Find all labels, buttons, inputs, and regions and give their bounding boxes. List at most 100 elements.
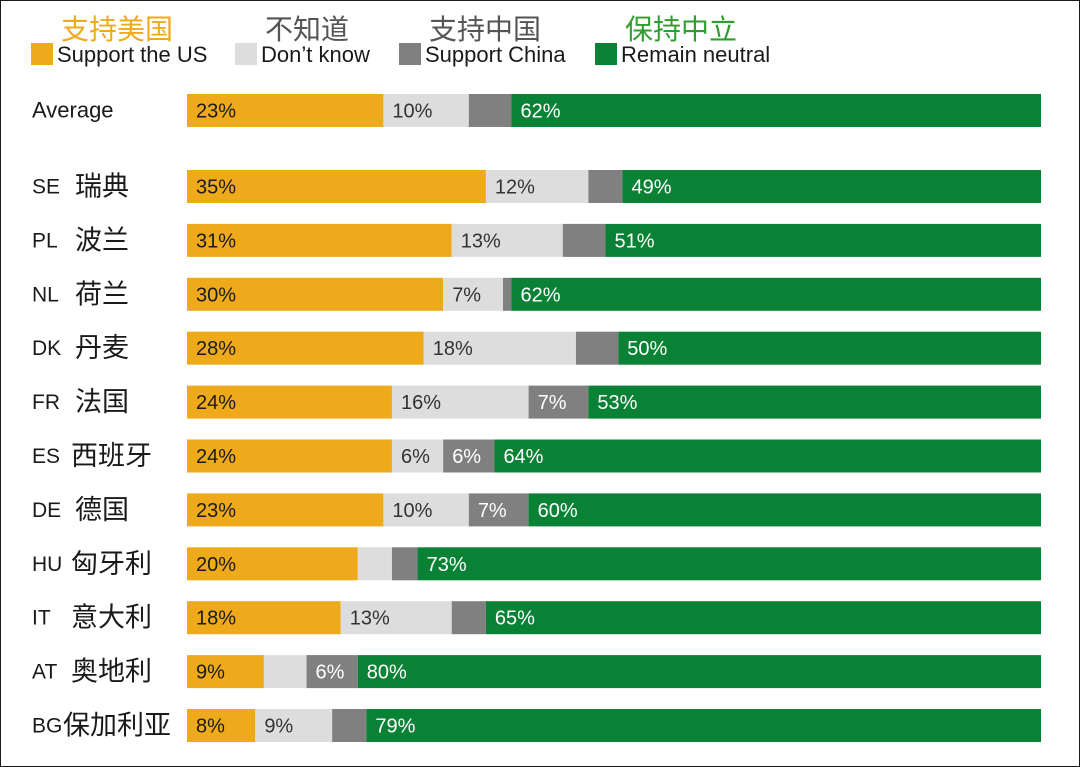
data-label-neutral: 80% [367,662,407,684]
row-country-label: 意大利 [71,603,152,634]
bar-segment-us [187,547,358,581]
row-code-label: DK [32,337,61,360]
data-label-us: 28% [196,338,236,360]
data-label-neutral: 53% [597,392,637,414]
bar-row-pl: PL 波兰 31% 13% 51% [32,223,1041,257]
bar-row-fr: FR 法国 24% 16% 7% 53% [32,385,1041,419]
row-code-label: SE [32,176,60,199]
legend-en-label: Support the US [57,42,207,67]
bar-segment-dk [255,709,333,742]
row-country-label: 奥地利 [71,657,152,688]
row-code-label: HU [32,553,62,576]
bar-segment-neutral [588,385,1041,419]
bar-segment-neutral [605,223,1041,257]
bar-rows: Average 23% 10% 62% SE 瑞典 35% 12% 49% PL 波兰 31% 13% 5… [32,94,1042,742]
data-label-dk: 18% [433,338,473,360]
data-label-neutral: 62% [521,101,561,123]
data-label-neutral: 51% [614,230,654,252]
bar-segment-china [468,493,529,527]
row-code-label: BG [32,715,62,738]
data-label-neutral: 79% [375,716,415,738]
bar-segment-china [528,385,589,419]
data-label-us: 9% [196,662,225,684]
row-country-label: 瑞典 [75,172,129,203]
bar-segment-dk [443,277,503,311]
data-label-neutral: 62% [521,284,561,306]
bar-row-es: ES 西班牙 24% 6% 6% 64% [32,439,1041,473]
legend-swatch-neutral [595,43,617,65]
bar-segment-dk [391,385,529,419]
bar-row-average: Average 23% 10% 62% [32,94,1041,127]
bar-row-dk: DK 丹麦 28% 18% 50% [32,331,1041,365]
bar-segment-china [443,439,495,473]
row-code-label: PL [32,229,58,252]
bar-segment-dk [340,601,452,635]
data-label-dk: 6% [401,446,430,468]
bar-segment-us [187,170,486,203]
row-country-label: 匈牙利 [71,549,152,580]
bar-segment-dk [357,547,392,581]
data-label-china: 7% [478,500,507,522]
legend-swatch-china [399,43,421,65]
row-country-label: 法国 [75,387,129,418]
row-country-label: 波兰 [75,225,129,256]
bar-segment-dk [391,439,444,473]
bar-segment-dk [451,223,563,257]
data-label-dk: 7% [452,284,481,306]
data-label-dk: 13% [350,608,390,630]
bar-segment-neutral [357,655,1041,689]
bar-segment-dk [263,655,307,689]
bar-row-hu: HU 匈牙利 20% 73% [32,547,1042,581]
data-label-us: 23% [196,101,236,123]
data-label-us: 30% [196,284,236,306]
bar-segment-us [187,655,264,689]
data-label-dk: 10% [392,500,432,522]
bar-segment-us [187,223,452,257]
bar-segment-dk [423,331,576,365]
legend-en-label: Support China [425,42,566,67]
bar-segment-us [187,385,392,419]
data-label-neutral: 50% [627,338,667,360]
bar-segment-us [187,94,384,127]
legend-cn-label: 支持美国 [61,13,173,46]
row-country-label: 西班牙 [71,441,152,472]
bar-segment-china [451,601,486,635]
bar-segment-neutral [417,547,1042,581]
bar-segment-neutral [366,709,1042,742]
data-label-us: 23% [196,500,236,522]
data-label-neutral: 73% [427,554,467,576]
bar-segment-neutral [485,601,1041,635]
bar-segment-us [187,709,256,742]
data-label-china: 6% [316,662,345,684]
data-label-dk: 16% [401,392,441,414]
legend-cn-label: 不知道 [265,13,349,46]
bar-row-it: IT 意大利 18% 13% 65% [32,601,1041,635]
data-label-us: 24% [196,392,236,414]
legend-cn-label: 支持中国 [429,13,541,46]
row-code-label: AT [32,661,57,684]
bar-row-nl: NL 荷兰 30% 7% 62% [32,277,1041,311]
bar-segment-neutral [528,493,1041,527]
data-label-us: 24% [196,446,236,468]
row-code-label: IT [32,607,51,630]
data-label-china: 7% [538,392,567,414]
bar-segment-china [306,655,358,689]
row-code-label: ES [32,445,60,468]
data-label-neutral: 60% [538,500,578,522]
data-label-us: 20% [196,554,236,576]
data-label-us: 18% [196,608,236,630]
bar-segment-us [187,277,444,311]
data-label-us: 35% [196,177,236,199]
data-label-us: 31% [196,230,236,252]
legend-swatch-dk [235,43,257,65]
data-label-neutral: 65% [495,608,535,630]
legend-cn-label: 保持中立 [625,13,737,46]
data-label-dk: 13% [461,230,501,252]
bar-segment-us [187,601,341,635]
legend-en-label: Don’t know [261,42,370,67]
